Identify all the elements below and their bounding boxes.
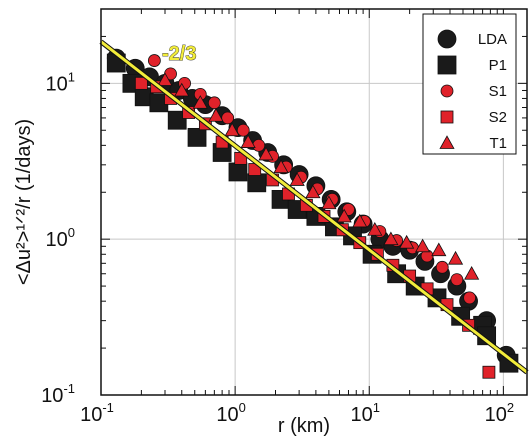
- data-point-t1: [305, 184, 321, 199]
- slope-label: -2/3: [162, 43, 196, 65]
- data-point-t1: [224, 122, 240, 137]
- data-point-t1: [336, 208, 352, 223]
- data-point-t1: [273, 159, 289, 174]
- legend-label-t1: T1: [489, 135, 507, 152]
- data-point-t1: [208, 107, 224, 122]
- data-point-t1: [383, 231, 399, 246]
- y-axis-label: <Δu²>¹ᐟ²/r (1/days): [13, 119, 35, 285]
- x-tick-label: 10-1: [80, 400, 114, 426]
- slope-line: [100, 40, 528, 374]
- data-point-s1: [435, 260, 449, 274]
- data-point-t1: [464, 266, 480, 280]
- data-point-t1: [289, 172, 305, 186]
- slope-fit-line: [99, 39, 529, 375]
- data-point-s1: [221, 111, 235, 125]
- plot-frame: [100, 8, 528, 396]
- legend-label-lda: LDA: [478, 31, 507, 48]
- legend-marker-s1: [440, 84, 454, 98]
- data-point-s1: [236, 123, 250, 137]
- series-t1: [157, 72, 480, 280]
- data-point-s2: [482, 365, 496, 379]
- y-tick-label: 10-1: [41, 381, 75, 407]
- legend-marker-p1: [437, 55, 457, 75]
- legend-label-s1: S1: [489, 83, 507, 100]
- data-point-t1: [157, 72, 173, 86]
- data-point-t1: [447, 250, 464, 265]
- x-axis-label: r (km): [278, 415, 330, 437]
- data-point-t1: [367, 221, 383, 236]
- legend-marker-t1: [439, 135, 455, 149]
- data-point-s1: [207, 96, 221, 110]
- legend-marker-s2: [440, 110, 454, 124]
- data-point-t1: [415, 238, 431, 253]
- x-tick-label: 100: [216, 400, 245, 426]
- data-point-t1: [240, 134, 256, 148]
- x-tick-label: 102: [485, 400, 514, 426]
- data-point-t1: [174, 82, 190, 97]
- data-point-t1: [258, 146, 274, 161]
- data-point-s2: [134, 76, 148, 90]
- y-tick-label: 101: [46, 69, 75, 95]
- legend: LDA P1 S1 S2 T1: [422, 13, 517, 155]
- data-point-s1: [450, 273, 464, 287]
- data-point-p1: [228, 162, 248, 182]
- data-point-p1: [167, 110, 187, 130]
- data-point-t1: [352, 213, 368, 228]
- data-point-t1: [192, 95, 208, 109]
- data-point-t1: [399, 234, 415, 249]
- data-point-s1: [463, 291, 477, 305]
- data-point-s1: [147, 54, 161, 67]
- y-tick-label: 100: [46, 225, 75, 251]
- legend-marker-lda: [437, 29, 457, 49]
- legend-label-s2: S2: [489, 109, 507, 126]
- data-point-p1: [187, 127, 207, 147]
- x-tick-label: 101: [351, 400, 380, 426]
- data-point-t1: [431, 242, 447, 257]
- legend-label-p1: P1: [489, 57, 507, 74]
- data-point-s1: [252, 138, 266, 152]
- data-point-p1: [247, 173, 267, 193]
- data-point-t1: [321, 195, 337, 210]
